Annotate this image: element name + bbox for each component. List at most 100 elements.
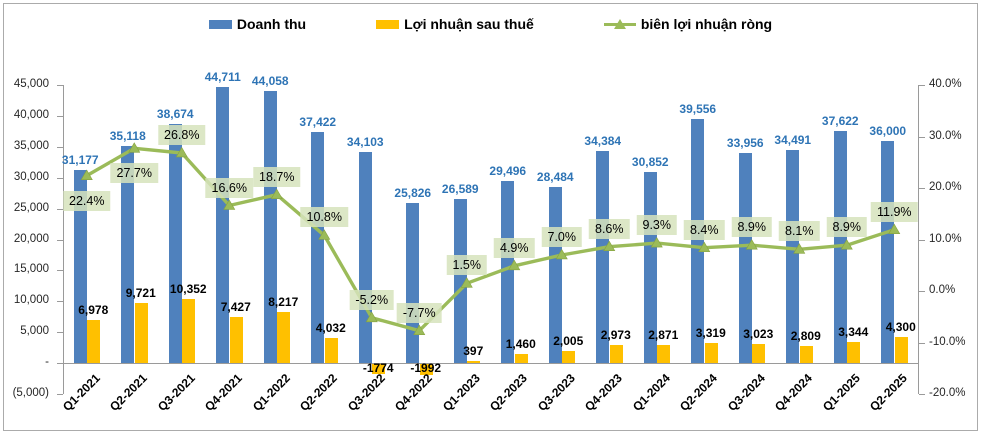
margin-label: 7.0%: [541, 226, 582, 247]
margin-label: 10.8%: [300, 207, 348, 228]
margin-label: 8.1%: [779, 221, 820, 242]
profit-label: 3,319: [695, 325, 726, 340]
y-axis-right-label: 20.0%: [929, 181, 962, 193]
y-axis-right-label: 30.0%: [929, 129, 962, 142]
margin-label: -7.7%: [396, 302, 442, 323]
profit-label: 3,023: [743, 327, 774, 342]
margin-label: 4.9%: [494, 237, 535, 258]
margin-label: 8.6%: [589, 218, 630, 239]
bar-loi-nhuan: [752, 344, 766, 364]
revenue-label: 39,556: [679, 101, 717, 116]
legend-item-loi-nhuan: Lợi nhuận sau thuế: [376, 16, 534, 32]
bar-loi-nhuan: [324, 338, 338, 364]
revenue-label: 34,103: [346, 135, 384, 150]
legend: Doanh thu Lợi nhuận sau thuế biên lợi nh…: [0, 16, 981, 32]
revenue-label: 29,496: [489, 163, 527, 178]
profit-label: 3,344: [838, 325, 869, 340]
bar-loi-nhuan: [847, 342, 861, 364]
bar-loi-nhuan: [87, 319, 101, 364]
legend-label-doanh-thu: Doanh thu: [236, 16, 307, 32]
bar-loi-nhuan: [609, 344, 623, 364]
y-axis-right-tick: [919, 85, 925, 86]
legend-label-bien-loi-nhuan: biên lợi nhuận ròng: [640, 16, 773, 32]
profit-label: 2,871: [648, 328, 679, 343]
margin-label: 18.7%: [253, 166, 301, 187]
y-axis-right-label: 10.0%: [929, 232, 962, 245]
profit-label: -1992: [410, 361, 442, 376]
bar-doanh-thu: [263, 90, 277, 364]
profit-label: -1774: [362, 361, 394, 376]
revenue-label: 26,589: [441, 181, 479, 196]
revenue-label: 35,118: [109, 129, 146, 144]
revenue-label: 28,484: [536, 170, 574, 185]
y-axis-left-tick: [57, 239, 63, 241]
y-axis-left-label: 15,000: [13, 263, 49, 276]
margin-label: 8.9%: [731, 217, 772, 238]
revenue-label: 31,177: [61, 153, 99, 168]
margin-label: 1.5%: [446, 255, 487, 276]
revenue-label: 37,422: [299, 114, 337, 129]
y-axis-left-tick: [57, 146, 63, 148]
y-axis-left-tick: [57, 301, 63, 303]
revenue-label: 34,384: [584, 133, 622, 148]
margin-label: 11.9%: [870, 201, 918, 222]
bar-loi-nhuan: [229, 317, 243, 364]
bar-doanh-thu: [168, 124, 182, 364]
bar-loi-nhuan: [277, 312, 291, 364]
profit-label: 2,973: [600, 327, 631, 342]
profit-label: 6,978: [78, 302, 109, 317]
profit-label: 10,352: [169, 282, 207, 297]
margin-label: 9.3%: [636, 215, 677, 236]
y-axis-left-tick: [57, 85, 63, 86]
revenue-series-swatch-icon: [208, 19, 232, 29]
legend-label-loi-nhuan: Lợi nhuận sau thuế: [404, 16, 534, 32]
y-axis-right-tick: [919, 342, 925, 344]
bar-loi-nhuan: [704, 342, 718, 364]
y-axis-right-label: -20.0%: [929, 387, 966, 399]
x-axis-zero-line: [63, 363, 918, 365]
bar-loi-nhuan: [894, 336, 908, 364]
profit-label: 9,721: [125, 286, 156, 301]
y-axis-left-label: 20,000: [13, 232, 49, 245]
bar-doanh-thu: [73, 170, 87, 364]
margin-label: -5.2%: [349, 289, 395, 310]
bar-loi-nhuan: [514, 354, 528, 364]
revenue-label: 30,852: [631, 155, 669, 170]
bar-loi-nhuan: [467, 360, 481, 364]
bar-loi-nhuan: [657, 345, 671, 364]
y-axis-left-label: 45,000: [13, 78, 49, 90]
y-axis-left-label: -: [45, 356, 49, 369]
y-axis-left-tick: [57, 115, 63, 117]
y-axis-right-tick: [919, 394, 925, 395]
profit-label: 4,032: [315, 321, 346, 336]
margin-label: 8.9%: [826, 217, 867, 238]
margin-label: 27.7%: [110, 163, 158, 184]
profit-label: 397: [463, 343, 484, 358]
y-axis-left-tick: [57, 363, 63, 365]
bar-loi-nhuan: [562, 350, 576, 364]
y-axis-left-label: 25,000: [13, 201, 49, 214]
y-axis-left-tick: [57, 270, 63, 272]
revenue-label: 34,491: [774, 132, 812, 147]
bar-doanh-thu: [453, 198, 467, 364]
profit-label: 2,005: [553, 333, 584, 348]
bar-doanh-thu: [501, 180, 515, 364]
y-axis-left-label: (5,000): [12, 387, 49, 399]
revenue-label: 44,711: [204, 69, 241, 84]
y-axis-right-tick: [919, 188, 925, 189]
profit-label: 4,300: [885, 319, 916, 334]
bar-loi-nhuan: [799, 345, 813, 364]
revenue-label: 33,956: [726, 136, 764, 151]
bar-doanh-thu: [406, 203, 420, 364]
profit-label: 2,809: [790, 328, 821, 343]
triangle-marker-icon: [613, 18, 626, 29]
y-axis-left-label: 30,000: [13, 170, 49, 183]
y-axis-right-line: [918, 85, 919, 394]
y-axis-left-line: [63, 85, 64, 394]
y-axis-left-tick: [57, 177, 63, 179]
margin-series-line-icon: [603, 18, 636, 29]
revenue-label: 44,058: [251, 73, 289, 88]
margin-label: 22.4%: [63, 190, 111, 211]
profit-label: 7,427: [220, 300, 251, 315]
bar-loi-nhuan: [134, 303, 148, 364]
